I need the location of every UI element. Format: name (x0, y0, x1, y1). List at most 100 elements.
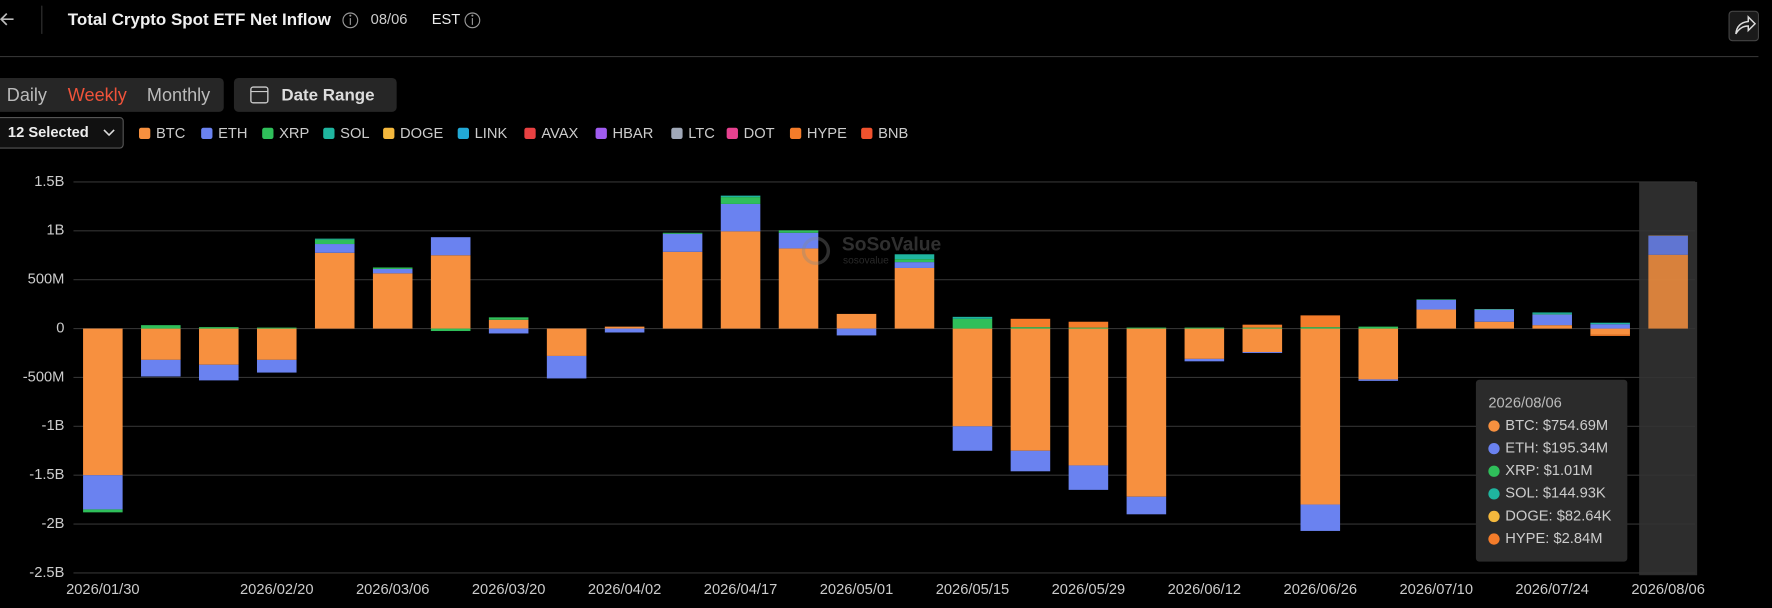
legend-swatch[interactable] (671, 127, 683, 140)
bar-segment[interactable] (372, 268, 413, 274)
asset-selector[interactable]: 12 Selected (0, 116, 124, 149)
tab[interactable]: Monthly (147, 85, 210, 105)
bar-segment[interactable] (720, 195, 761, 198)
legend-swatch[interactable] (201, 127, 213, 140)
bar-segment[interactable] (1416, 299, 1457, 310)
legend-swatch[interactable] (383, 127, 395, 140)
legend-label[interactable]: HBAR (613, 126, 654, 142)
bar-segment[interactable] (1300, 328, 1341, 505)
legend-label[interactable]: AVAX (541, 126, 578, 142)
bar-segment[interactable] (836, 313, 877, 329)
bar-segment[interactable] (199, 328, 239, 365)
bar-segment[interactable] (1590, 334, 1630, 336)
bar-segment[interactable] (778, 232, 819, 249)
legend-label[interactable]: HYPE (807, 126, 847, 142)
bar-segment[interactable] (1010, 450, 1051, 472)
bar-segment[interactable] (1184, 328, 1225, 359)
bar-segment[interactable] (778, 248, 819, 329)
bar-segment[interactable] (546, 355, 587, 379)
bar-segment[interactable] (314, 239, 355, 245)
bar-segment[interactable] (1068, 327, 1109, 329)
bar-segment[interactable] (894, 262, 935, 268)
tab[interactable]: Daily (7, 85, 47, 105)
bar-segment[interactable] (1300, 327, 1341, 329)
bar-segment[interactable] (662, 233, 703, 252)
bar-segment[interactable] (1010, 318, 1051, 328)
bar-segment[interactable] (1068, 328, 1109, 466)
legend-label[interactable]: XRP (279, 126, 309, 142)
bar-segment[interactable] (720, 197, 761, 204)
bar-segment[interactable] (546, 328, 587, 356)
legend-label[interactable]: LTC (688, 126, 715, 142)
legend-swatch[interactable] (457, 127, 469, 140)
bar-segment[interactable] (314, 252, 355, 329)
bar-segment[interactable] (662, 232, 703, 234)
bar-segment[interactable] (256, 328, 297, 360)
bar-segment[interactable] (372, 273, 413, 329)
bar-segment[interactable] (1184, 327, 1225, 329)
bar-segment[interactable] (952, 316, 993, 319)
bar-segment[interactable] (83, 475, 123, 510)
bar-segment[interactable] (894, 254, 935, 260)
bar-segment[interactable] (488, 328, 529, 334)
bar-segment[interactable] (256, 359, 297, 373)
bar-segment[interactable] (1010, 328, 1051, 451)
legend-swatch[interactable] (139, 127, 151, 140)
bar-segment[interactable] (488, 319, 529, 329)
legend-swatch[interactable] (524, 127, 536, 140)
bar-segment[interactable] (1474, 309, 1514, 322)
info-icon[interactable] (342, 12, 359, 29)
bar-segment[interactable] (372, 267, 413, 269)
bar-segment[interactable] (256, 327, 297, 329)
legend-label[interactable]: DOT (744, 126, 775, 142)
bar-segment[interactable] (1590, 324, 1630, 329)
bar-segment[interactable] (720, 203, 761, 232)
bar-segment[interactable] (1242, 327, 1283, 329)
date-range-button[interactable]: Date Range (233, 77, 397, 112)
bar-segment[interactable] (1300, 315, 1341, 328)
bar-segment[interactable] (662, 251, 703, 329)
info-icon[interactable] (464, 12, 481, 29)
bar-segment[interactable] (1184, 358, 1225, 362)
bar-segment[interactable] (1300, 504, 1341, 531)
bar-segment[interactable] (1590, 322, 1630, 325)
bar-segment[interactable] (1068, 321, 1109, 328)
bar-segment[interactable] (720, 231, 761, 329)
bar-segment[interactable] (1126, 327, 1167, 329)
legend-label[interactable]: LINK (475, 126, 508, 142)
bar-segment[interactable] (141, 328, 181, 360)
bar-segment[interactable] (894, 259, 935, 263)
bar-segment[interactable] (1648, 254, 1688, 329)
bar-segment[interactable] (1532, 312, 1572, 314)
bar-segment[interactable] (199, 364, 239, 381)
bar-segment[interactable] (952, 318, 993, 329)
bar-segment[interactable] (1416, 309, 1457, 329)
bar-segment[interactable] (1010, 327, 1051, 329)
bar-segment[interactable] (83, 328, 123, 476)
bar-segment[interactable] (488, 317, 529, 320)
legend-swatch[interactable] (595, 127, 607, 140)
bar-segment[interactable] (1358, 328, 1399, 380)
bar-segment[interactable] (314, 238, 355, 240)
bar-segment[interactable] (430, 328, 471, 332)
legend-swatch[interactable] (262, 127, 274, 140)
bar-segment[interactable] (604, 326, 645, 329)
bar-segment[interactable] (604, 328, 645, 333)
bar-segment[interactable] (894, 267, 935, 329)
bar-segment[interactable] (1532, 314, 1572, 326)
legend-label[interactable]: SOL (340, 126, 369, 142)
bar-segment[interactable] (1126, 328, 1167, 497)
bar-segment[interactable] (141, 325, 181, 329)
bar-segment[interactable] (1648, 235, 1688, 255)
bar-segment[interactable] (83, 509, 123, 513)
share-button[interactable] (1728, 10, 1760, 42)
bar-segment[interactable] (952, 426, 993, 451)
legend-label[interactable]: BNB (878, 126, 908, 142)
bar-segment[interactable] (141, 359, 181, 377)
legend-label[interactable]: BTC (156, 126, 186, 142)
bar-segment[interactable] (199, 327, 239, 329)
bar-segment[interactable] (1532, 325, 1572, 329)
bar-segment[interactable] (1126, 496, 1167, 515)
bar-segment[interactable] (1242, 328, 1283, 353)
bar-segment[interactable] (314, 244, 355, 253)
